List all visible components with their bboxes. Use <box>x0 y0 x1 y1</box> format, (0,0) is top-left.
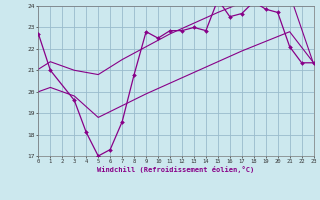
X-axis label: Windchill (Refroidissement éolien,°C): Windchill (Refroidissement éolien,°C) <box>97 166 255 173</box>
